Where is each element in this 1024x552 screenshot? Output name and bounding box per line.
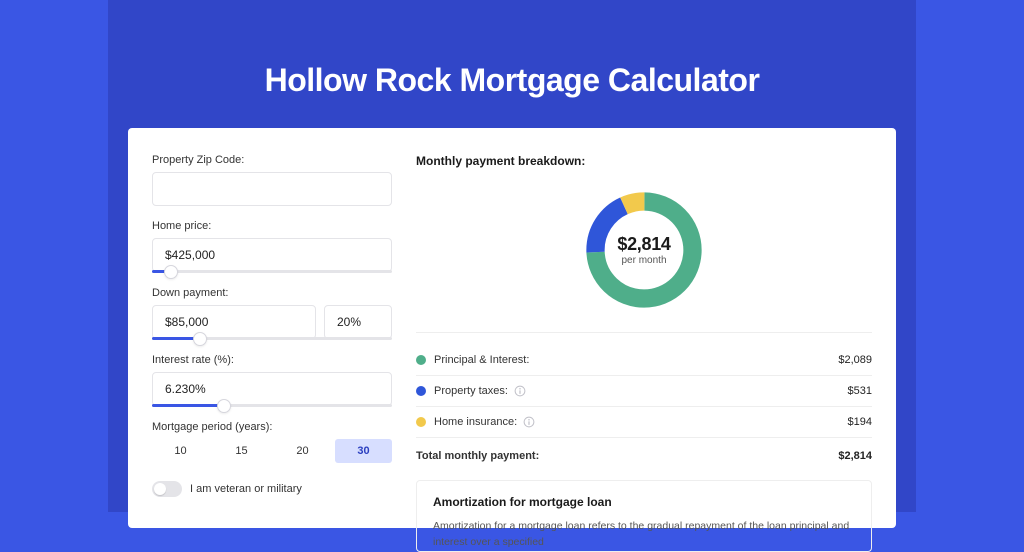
period-option-10[interactable]: 10 bbox=[152, 439, 209, 463]
home-price-slider-thumb[interactable] bbox=[164, 265, 178, 279]
legend-swatch-principal-interest bbox=[416, 355, 426, 365]
breakdown-legend: Principal & Interest: $2,089 Property ta… bbox=[416, 345, 872, 480]
mortgage-period-label: Mortgage period (years): bbox=[152, 421, 392, 433]
period-option-20[interactable]: 20 bbox=[274, 439, 331, 463]
amortization-card: Amortization for mortgage loan Amortizat… bbox=[416, 480, 872, 552]
results-panel: Monthly payment breakdown: $2,814 per mo… bbox=[416, 154, 872, 528]
legend-label-total: Total monthly payment: bbox=[416, 450, 539, 462]
amortization-title: Amortization for mortgage loan bbox=[433, 495, 855, 509]
amortization-body: Amortization for a mortgage loan refers … bbox=[433, 519, 855, 551]
page-title: Hollow Rock Mortgage Calculator bbox=[0, 62, 1024, 99]
legend-value-property-taxes: $531 bbox=[848, 385, 872, 397]
home-price-label: Home price: bbox=[152, 220, 392, 232]
legend-value-total: $2,814 bbox=[838, 450, 872, 462]
down-payment-slider-thumb[interactable] bbox=[193, 332, 207, 346]
donut-center-sub: per month bbox=[621, 255, 666, 266]
payment-donut-chart: $2,814 per month bbox=[580, 186, 708, 314]
legend-swatch-property-taxes bbox=[416, 386, 426, 396]
interest-rate-slider-thumb[interactable] bbox=[217, 399, 231, 413]
veteran-toggle-knob bbox=[154, 483, 166, 495]
legend-swatch-home-insurance bbox=[416, 417, 426, 427]
legend-label-principal-interest: Principal & Interest: bbox=[434, 354, 529, 366]
home-price-slider[interactable] bbox=[152, 270, 392, 273]
veteran-toggle[interactable] bbox=[152, 481, 182, 497]
veteran-toggle-label: I am veteran or military bbox=[190, 483, 302, 495]
home-price-input[interactable] bbox=[152, 238, 392, 272]
down-payment-label: Down payment: bbox=[152, 287, 392, 299]
breakdown-title: Monthly payment breakdown: bbox=[416, 154, 872, 168]
legend-label-property-taxes: Property taxes: bbox=[434, 385, 508, 397]
zip-label: Property Zip Code: bbox=[152, 154, 392, 166]
legend-label-home-insurance: Home insurance: bbox=[434, 416, 517, 428]
interest-rate-label: Interest rate (%): bbox=[152, 354, 392, 366]
info-icon[interactable] bbox=[523, 416, 535, 428]
mortgage-period-group: 10 15 20 30 bbox=[152, 439, 392, 463]
down-payment-amount-input[interactable] bbox=[152, 305, 316, 339]
period-option-30[interactable]: 30 bbox=[335, 439, 392, 463]
info-icon[interactable] bbox=[514, 385, 526, 397]
interest-rate-slider-fill bbox=[152, 404, 224, 407]
legend-row-principal-interest: Principal & Interest: $2,089 bbox=[416, 345, 872, 376]
legend-row-home-insurance: Home insurance: $194 bbox=[416, 407, 872, 438]
down-payment-slider[interactable] bbox=[152, 337, 392, 340]
period-option-15[interactable]: 15 bbox=[213, 439, 270, 463]
legend-row-total: Total monthly payment: $2,814 bbox=[416, 438, 872, 480]
interest-rate-slider[interactable] bbox=[152, 404, 392, 407]
calculator-card: Property Zip Code: Home price: Down paym… bbox=[128, 128, 896, 528]
legend-value-home-insurance: $194 bbox=[848, 416, 872, 428]
donut-center-amount: $2,814 bbox=[617, 234, 670, 255]
interest-rate-input[interactable] bbox=[152, 372, 392, 406]
down-payment-percent-input[interactable] bbox=[324, 305, 392, 339]
input-panel: Property Zip Code: Home price: Down paym… bbox=[152, 154, 392, 528]
legend-value-principal-interest: $2,089 bbox=[838, 354, 872, 366]
legend-row-property-taxes: Property taxes: $531 bbox=[416, 376, 872, 407]
zip-input[interactable] bbox=[152, 172, 392, 206]
